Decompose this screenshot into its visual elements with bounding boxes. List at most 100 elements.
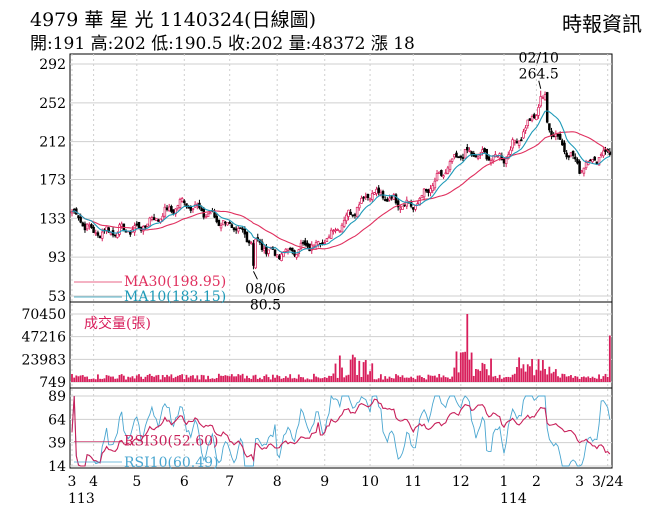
volume-bar <box>293 377 296 382</box>
candle-body <box>81 222 85 227</box>
volume-bar <box>194 378 197 382</box>
volume-bar <box>470 352 473 382</box>
x-tick-label: 3 <box>575 474 584 490</box>
candle-body <box>431 185 434 191</box>
volume-bar <box>598 374 600 382</box>
volume-bar <box>252 375 255 382</box>
volume-bar <box>367 374 369 382</box>
y-tick-label: 292 <box>39 57 66 73</box>
volume-bar <box>300 377 302 382</box>
volume-bar <box>561 373 564 382</box>
volume-bar <box>414 379 417 382</box>
volume-bar <box>138 374 140 382</box>
x-tick-label: 8 <box>273 474 282 490</box>
volume-bar <box>131 376 134 382</box>
volume-bar <box>602 376 605 382</box>
volume-bar <box>479 370 482 382</box>
volume-bar <box>343 377 346 382</box>
candle-body <box>295 254 298 258</box>
candle-body <box>351 214 355 217</box>
candle-body <box>325 238 329 242</box>
candle-body <box>133 225 136 233</box>
volume-bar <box>269 379 272 382</box>
volume-bar <box>492 376 495 382</box>
volume-bar <box>282 378 285 382</box>
volume-bar <box>334 363 337 382</box>
y-tick-label: 53 <box>48 289 66 305</box>
volume-bar <box>388 376 391 382</box>
volume-bar <box>265 374 268 382</box>
candle-body <box>370 193 374 200</box>
volume-bar <box>235 376 238 382</box>
volume-bar <box>500 378 503 382</box>
volume-bar <box>570 375 572 382</box>
volume-bar <box>354 357 356 382</box>
candle-body <box>545 92 549 123</box>
volume-bar <box>550 373 553 382</box>
volume-bar <box>289 374 292 382</box>
candle-body <box>70 211 74 214</box>
candle-body <box>88 224 91 227</box>
volume-bar <box>263 375 266 382</box>
candle-body <box>79 217 82 223</box>
volume-bar <box>215 377 218 382</box>
candle-body <box>342 219 346 227</box>
candle-body <box>578 161 581 174</box>
volume-bar <box>297 374 300 382</box>
volume-bar <box>237 374 240 382</box>
candle-body <box>170 206 173 212</box>
candle-body <box>206 213 210 218</box>
candle-body <box>286 250 290 252</box>
candle-body <box>483 148 486 153</box>
volume-bar <box>431 375 434 382</box>
ohlc-summary: 開:191 高:202 低:190.5 收:202 量:48372 漲 18 <box>30 34 415 54</box>
candle-body <box>589 159 592 162</box>
candle-body <box>116 232 119 238</box>
volume-bar <box>459 352 462 382</box>
volume-bar <box>526 364 529 382</box>
volume-bar <box>261 379 263 382</box>
x-tick-label: 1 <box>500 474 509 490</box>
volume-bar <box>511 374 514 382</box>
x-tick-label: 2 <box>532 474 541 490</box>
candle-body <box>332 230 335 233</box>
volume-bar <box>97 374 99 382</box>
volume-bar <box>155 375 158 382</box>
y-tick-label: 39 <box>48 436 66 452</box>
volume-bar <box>554 369 557 382</box>
candle-body <box>107 227 110 233</box>
volume-bar <box>120 374 123 382</box>
volume-bar <box>455 351 458 382</box>
volume-bar <box>295 378 298 382</box>
volume-bar <box>576 376 579 382</box>
candle-body <box>422 188 426 198</box>
volume-bar <box>485 369 488 382</box>
volume-bar <box>593 377 596 382</box>
y-tick-label: 70450 <box>21 307 66 323</box>
candle-body <box>502 158 506 164</box>
volume-bar <box>246 375 248 382</box>
candle-body <box>345 214 348 222</box>
volume-bar <box>503 377 505 382</box>
volume-bar <box>373 379 376 382</box>
volume-bar <box>127 376 130 382</box>
volume-bar <box>395 374 397 382</box>
ma30-line <box>71 131 611 250</box>
candle-body <box>353 214 357 216</box>
volume-bar <box>254 374 257 382</box>
volume-bar <box>539 370 542 382</box>
marks-layer <box>70 90 612 467</box>
change-value: 18 <box>393 34 415 54</box>
volume-bar <box>176 375 179 382</box>
annotation-low-value: 80.5 <box>250 297 281 313</box>
candle-body <box>390 196 393 199</box>
volume-bar <box>446 377 449 382</box>
candle-body <box>457 156 460 159</box>
candle-body <box>137 221 141 228</box>
volume-bar <box>330 376 333 382</box>
candle-body <box>362 196 365 199</box>
candle-body <box>593 156 596 161</box>
volume-bar <box>153 376 155 382</box>
volume-bar <box>315 376 317 382</box>
candle-body <box>388 197 391 201</box>
